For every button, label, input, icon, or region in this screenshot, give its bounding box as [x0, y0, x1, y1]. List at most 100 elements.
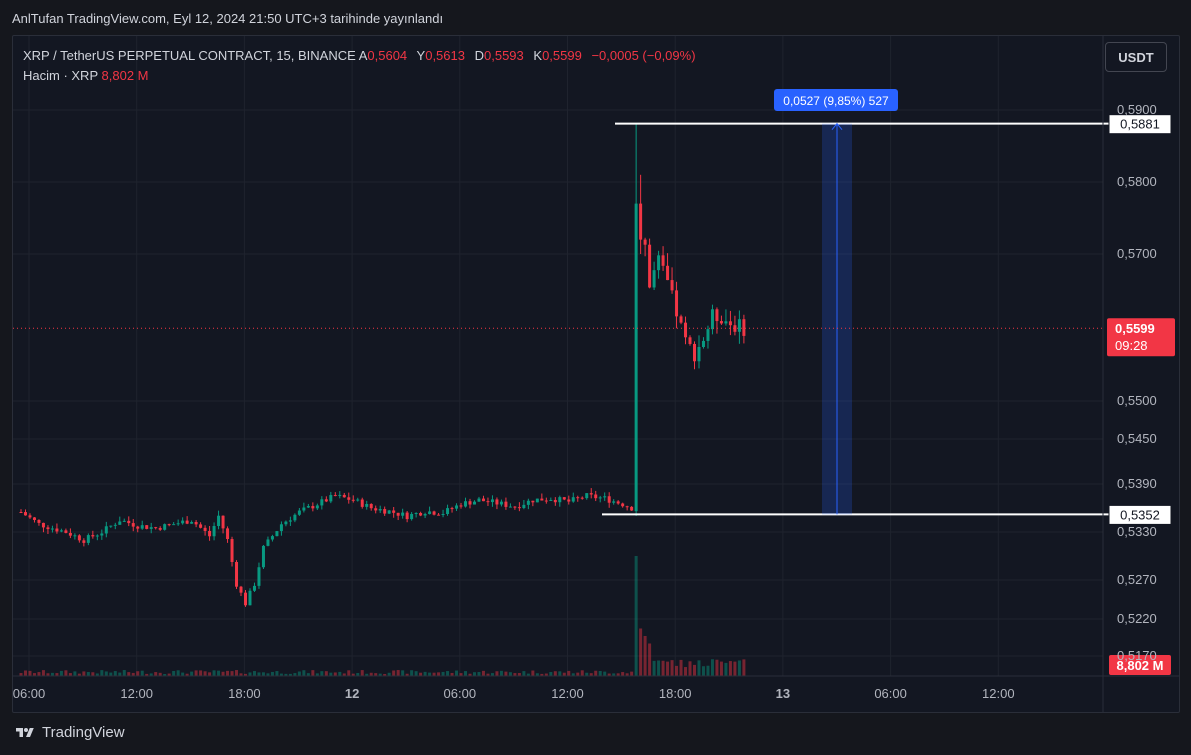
volume-bar: [275, 671, 279, 676]
candle-body: [737, 319, 741, 332]
candle-body: [459, 505, 463, 507]
candle-body: [95, 535, 99, 537]
volume-bar: [194, 670, 198, 676]
volume-bar: [46, 673, 50, 676]
currency-button[interactable]: USDT: [1105, 42, 1167, 72]
volume-bar: [203, 671, 207, 676]
volume-bar: [670, 660, 674, 676]
price-tick-label: 0,5900: [1117, 102, 1157, 117]
volume-bar: [589, 673, 593, 676]
candle-body: [603, 496, 607, 498]
volume-bar: [338, 671, 342, 676]
candle-body: [342, 494, 346, 498]
candle-body: [625, 506, 629, 508]
candle-body: [158, 528, 162, 530]
volume-bar: [167, 673, 171, 676]
volume-bar: [499, 670, 503, 676]
volume-bar: [360, 670, 364, 676]
candle-body: [701, 340, 705, 348]
candle-body: [100, 533, 104, 536]
candle-body: [594, 494, 598, 499]
candle-body: [46, 527, 50, 530]
candle-body: [634, 203, 638, 512]
volume-bar: [625, 673, 629, 676]
candle-body: [91, 535, 95, 537]
volume-bar: [472, 672, 476, 676]
candle-body: [652, 270, 656, 288]
volume-bar: [270, 671, 274, 676]
price-tick-label: 0,5170: [1117, 648, 1157, 663]
candle-body: [571, 497, 575, 502]
candle-body: [320, 499, 324, 506]
legend-symbol: XRP / TetherUS PERPETUAL CONTRACT, 15, B…: [23, 48, 356, 63]
time-tick-label: 12:00: [120, 686, 153, 701]
time-tick-label: 06:00: [13, 686, 45, 701]
candle-body: [19, 512, 23, 513]
volume-bar: [257, 672, 261, 676]
countdown-label: 09:28: [1115, 338, 1148, 353]
candle-body: [598, 497, 602, 499]
current-price-badge: [1107, 318, 1175, 357]
candle-body: [733, 325, 737, 332]
candle-body: [194, 522, 198, 525]
candles: [19, 123, 746, 607]
volume-bar: [82, 671, 86, 676]
volume-bar: [684, 667, 688, 676]
volume-bar: [630, 671, 634, 676]
candle-body: [639, 203, 643, 240]
volume-bar: [244, 673, 247, 676]
candle-body: [477, 498, 481, 502]
candle-body: [221, 515, 225, 529]
candle-body: [562, 497, 566, 500]
time-tick-label: 18:00: [659, 686, 692, 701]
volume-bar: [419, 672, 423, 676]
chart-panel[interactable]: 0,5881 0,5352 0,0527 (9,85%) 527 0,5599 09:2…: [12, 35, 1180, 713]
candle-body: [531, 500, 535, 503]
price-chart[interactable]: 0,5881 0,5352 0,0527 (9,85%) 527 0,5599 09:2…: [13, 36, 1179, 712]
volume-bar: [104, 671, 108, 676]
volume-bar: [145, 673, 149, 676]
candle-body: [383, 509, 387, 514]
candle-body: [324, 499, 328, 502]
candle-body: [266, 539, 270, 546]
volume-bar: [504, 671, 508, 676]
candle-body: [540, 498, 544, 501]
candle-body: [167, 524, 171, 526]
volume-bar: [531, 670, 535, 676]
candle-body: [73, 535, 77, 537]
volume-bar: [248, 672, 252, 676]
candle-body: [710, 309, 714, 330]
candle-body: [64, 530, 68, 533]
candle-body: [630, 506, 634, 511]
candle-body: [728, 321, 732, 326]
tradingview-logo-icon: [16, 727, 34, 737]
candle-body: [77, 535, 81, 541]
candle-body: [657, 255, 661, 271]
volume-bar: [86, 672, 90, 676]
volume-bar: [32, 673, 36, 676]
candle-body: [279, 524, 283, 532]
candle-body: [648, 244, 652, 288]
time-tick-label: 06:00: [874, 686, 907, 701]
price-tick-label: 0,5700: [1117, 246, 1157, 261]
volume-bar: [464, 671, 468, 676]
volume-bar: [68, 673, 72, 676]
candle-body: [217, 515, 221, 527]
candle-body: [437, 514, 441, 516]
candle-body: [464, 501, 468, 507]
price-tick-label: 0,5500: [1117, 393, 1157, 408]
volume-bar: [190, 671, 194, 676]
candle-body: [715, 309, 719, 322]
volume-bar: [639, 628, 643, 676]
candle-body: [23, 512, 27, 516]
volume-bar: [64, 670, 68, 676]
volume-bar: [221, 671, 225, 676]
volume-bar: [455, 670, 459, 676]
volume-bar: [603, 671, 607, 676]
volume-bar: [567, 670, 571, 676]
volume-bar: [697, 660, 701, 676]
candle-body: [504, 501, 508, 507]
volume-bar: [28, 670, 32, 676]
volume-bar: [320, 671, 324, 676]
volume-bar: [351, 673, 355, 676]
